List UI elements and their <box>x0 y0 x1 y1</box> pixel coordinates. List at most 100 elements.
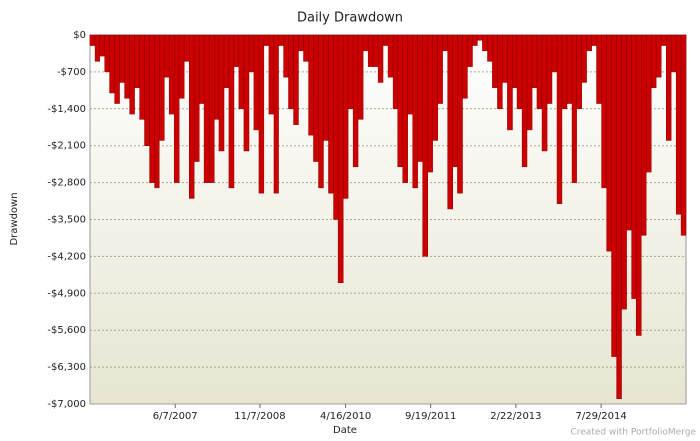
drawdown-bar <box>377 34 384 83</box>
drawdown-bar <box>328 34 334 194</box>
drawdown-bar <box>551 34 558 73</box>
drawdown-bar <box>278 34 284 46</box>
y-axis-label: Drawdown <box>9 192 20 245</box>
drawdown-bar <box>129 34 135 115</box>
drawdown-bar <box>218 34 225 152</box>
drawdown-bar <box>452 34 458 168</box>
drawdown-bar <box>323 34 329 141</box>
drawdown-bar <box>616 34 622 399</box>
drawdown-bar <box>427 34 433 173</box>
drawdown-bar <box>178 34 185 99</box>
drawdown-bar <box>417 34 423 162</box>
drawdown-bar <box>293 34 299 125</box>
drawdown-bar <box>248 34 255 73</box>
drawdown-bar <box>104 34 110 73</box>
drawdown-bar <box>139 34 145 120</box>
drawdown-bar <box>512 34 518 88</box>
drawdown-bar <box>283 34 289 78</box>
drawdown-bar <box>213 34 220 120</box>
drawdown-bar <box>342 34 349 199</box>
drawdown-bar <box>566 34 573 104</box>
drawdown-bar <box>258 34 265 194</box>
drawdown-bar <box>502 34 508 83</box>
drawdown-bar <box>641 34 647 236</box>
y-tick-label: -$4,200 <box>47 251 86 262</box>
drawdown-bar <box>243 34 250 152</box>
drawdown-bar <box>477 34 483 41</box>
drawdown-bar <box>645 34 652 173</box>
y-tick-label: $0 <box>73 30 86 41</box>
drawdown-bar <box>253 34 260 131</box>
drawdown-bar <box>492 34 498 88</box>
drawdown-bar <box>89 34 96 46</box>
drawdown-bar <box>164 34 170 78</box>
y-tick-label: -$2,100 <box>47 141 86 152</box>
drawdown-bar <box>382 34 389 46</box>
drawdown-bar <box>591 34 597 46</box>
x-tick-label: 11/7/2008 <box>234 411 285 422</box>
drawdown-bar <box>228 34 235 189</box>
drawdown-bar <box>546 34 553 104</box>
y-tick-label: -$5,600 <box>47 325 86 336</box>
drawdown-bar <box>189 34 195 199</box>
drawdown-bar <box>447 34 453 210</box>
drawdown-bar <box>397 34 404 168</box>
x-tick-label: 2/22/2013 <box>490 411 541 422</box>
drawdown-bar <box>372 34 379 67</box>
drawdown-bar <box>158 34 165 141</box>
drawdown-bar <box>114 34 120 104</box>
drawdown-bar <box>601 34 607 189</box>
drawdown-bar <box>432 34 438 141</box>
drawdown-bar <box>655 34 662 78</box>
drawdown-bar <box>124 34 130 99</box>
drawdown-bar <box>352 34 359 168</box>
drawdown-bar <box>362 34 369 52</box>
drawdown-bar <box>208 34 215 183</box>
drawdown-bar <box>606 34 612 252</box>
drawdown-bar <box>576 34 582 110</box>
drawdown-bar <box>556 34 563 204</box>
drawdown-bar <box>333 34 339 220</box>
drawdown-bar <box>497 34 503 110</box>
drawdown-bar <box>571 34 577 183</box>
drawdown-bar <box>650 34 657 88</box>
drawdown-bar <box>94 34 100 62</box>
drawdown-bar <box>347 34 354 110</box>
drawdown-bar <box>631 34 637 299</box>
drawdown-bar <box>675 34 682 215</box>
drawdown-bar <box>626 34 632 231</box>
drawdown-bar <box>402 34 408 183</box>
drawdown-bar <box>109 34 115 94</box>
drawdown-bar <box>392 34 398 110</box>
drawdown-bar <box>462 34 468 99</box>
y-tick-label: -$3,500 <box>47 215 86 226</box>
drawdown-bar <box>149 34 155 183</box>
drawdown-bar <box>635 34 642 336</box>
y-tick-label: -$700 <box>57 67 86 78</box>
drawdown-bar <box>308 34 314 136</box>
drawdown-bar <box>273 34 279 194</box>
drawdown-bar <box>288 34 294 110</box>
drawdown-bar <box>154 34 160 189</box>
drawdown-bar <box>516 34 523 110</box>
credit: Created with PortfolioMerge <box>570 428 696 438</box>
drawdown-bar <box>238 34 245 110</box>
x-axis-label: Date <box>333 425 357 436</box>
x-tick-label: 7/29/2014 <box>575 411 626 422</box>
drawdown-bar <box>526 34 533 131</box>
drawdown-bar <box>467 34 473 67</box>
chart-title: Daily Drawdown <box>297 11 403 26</box>
drawdown-bar <box>313 34 319 162</box>
y-tick-label: -$7,000 <box>47 399 86 410</box>
drawdown-bar <box>198 34 205 104</box>
x-tick-label: 9/19/2011 <box>405 411 456 422</box>
drawdown-bar <box>387 34 394 78</box>
y-tick-label: -$4,900 <box>47 288 86 299</box>
drawdown-bar <box>367 34 374 67</box>
y-tick-label: -$1,400 <box>47 104 86 115</box>
drawdown-bar <box>99 34 105 57</box>
drawdown-bar <box>134 34 140 88</box>
drawdown-bar <box>561 34 568 110</box>
drawdown-bar <box>611 34 617 357</box>
drawdown-bar <box>337 34 344 284</box>
